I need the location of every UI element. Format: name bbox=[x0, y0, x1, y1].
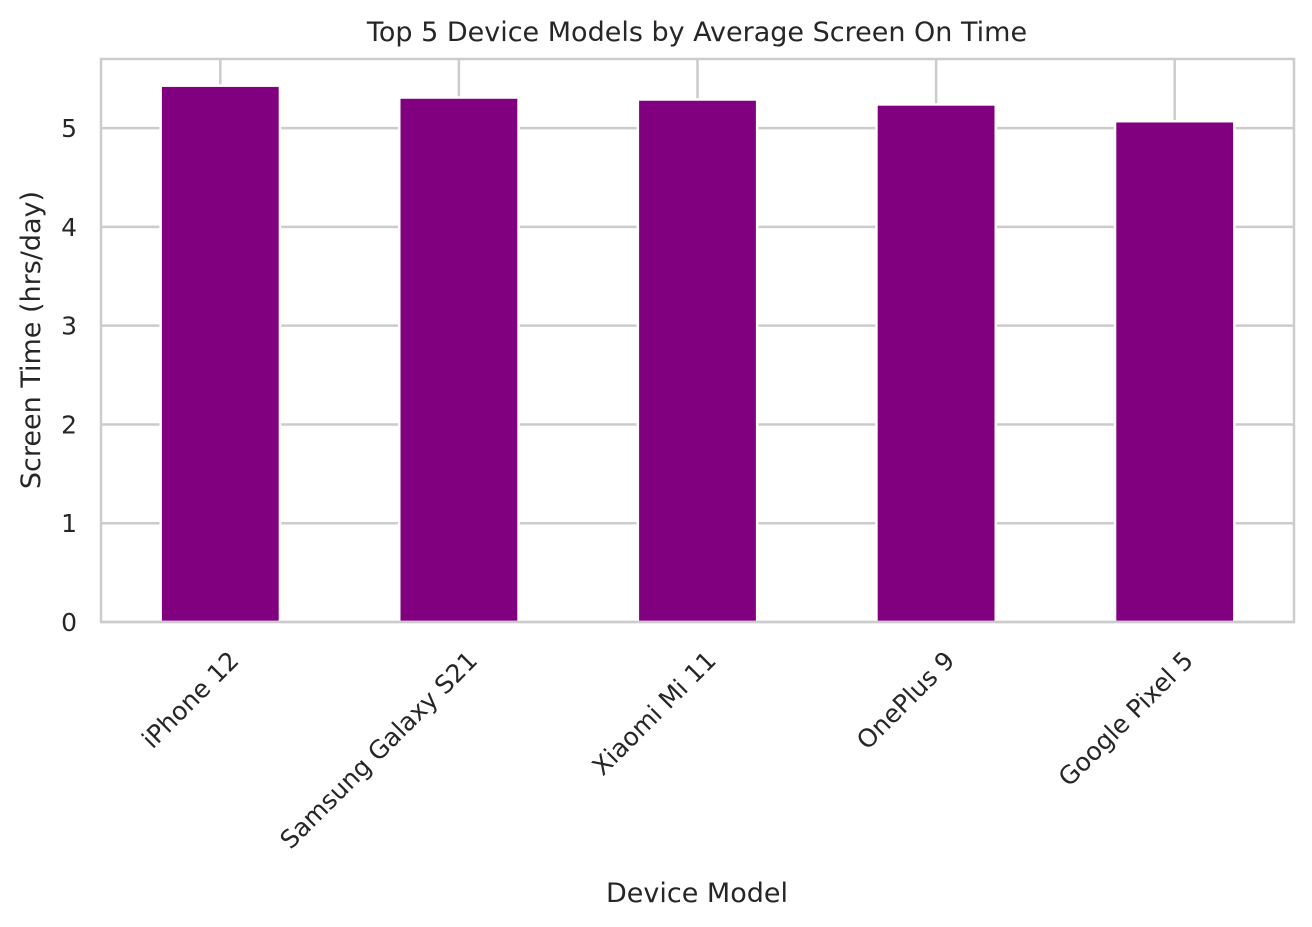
y-tick-label: 5 bbox=[61, 114, 77, 143]
bar bbox=[875, 103, 998, 624]
x-axis-label: Device Model bbox=[606, 878, 788, 909]
y-axis-label: Screen Time (hrs/day) bbox=[16, 191, 47, 489]
y-tick-label: 0 bbox=[61, 608, 77, 637]
plot-frame bbox=[99, 57, 1296, 624]
y-tick-label: 2 bbox=[61, 410, 77, 439]
bar bbox=[636, 98, 759, 624]
bars-layer bbox=[159, 84, 1236, 624]
bar bbox=[159, 84, 282, 624]
x-tick-label: OnePlus 9 bbox=[851, 646, 960, 755]
bar bbox=[1113, 119, 1236, 624]
x-tick-label: iPhone 12 bbox=[136, 646, 244, 754]
y-tick-label: 3 bbox=[61, 312, 77, 341]
x-tick-label: Google Pixel 5 bbox=[1053, 646, 1199, 792]
y-tick-labels: 0 1 2 3 4 5 bbox=[61, 114, 77, 637]
x-tick-label: Xiaomi Mi 11 bbox=[587, 646, 722, 781]
y-tick-label: 1 bbox=[61, 509, 77, 538]
x-tick-labels: iPhone 12 Samsung Galaxy S21 Xiaomi Mi 11 O… bbox=[136, 646, 1199, 855]
bar bbox=[398, 96, 520, 624]
chart-title: Top 5 Device Models by Average Screen On… bbox=[366, 17, 1027, 48]
y-tick-label: 4 bbox=[61, 213, 77, 242]
x-tick-label: Samsung Galaxy S21 bbox=[274, 646, 483, 855]
